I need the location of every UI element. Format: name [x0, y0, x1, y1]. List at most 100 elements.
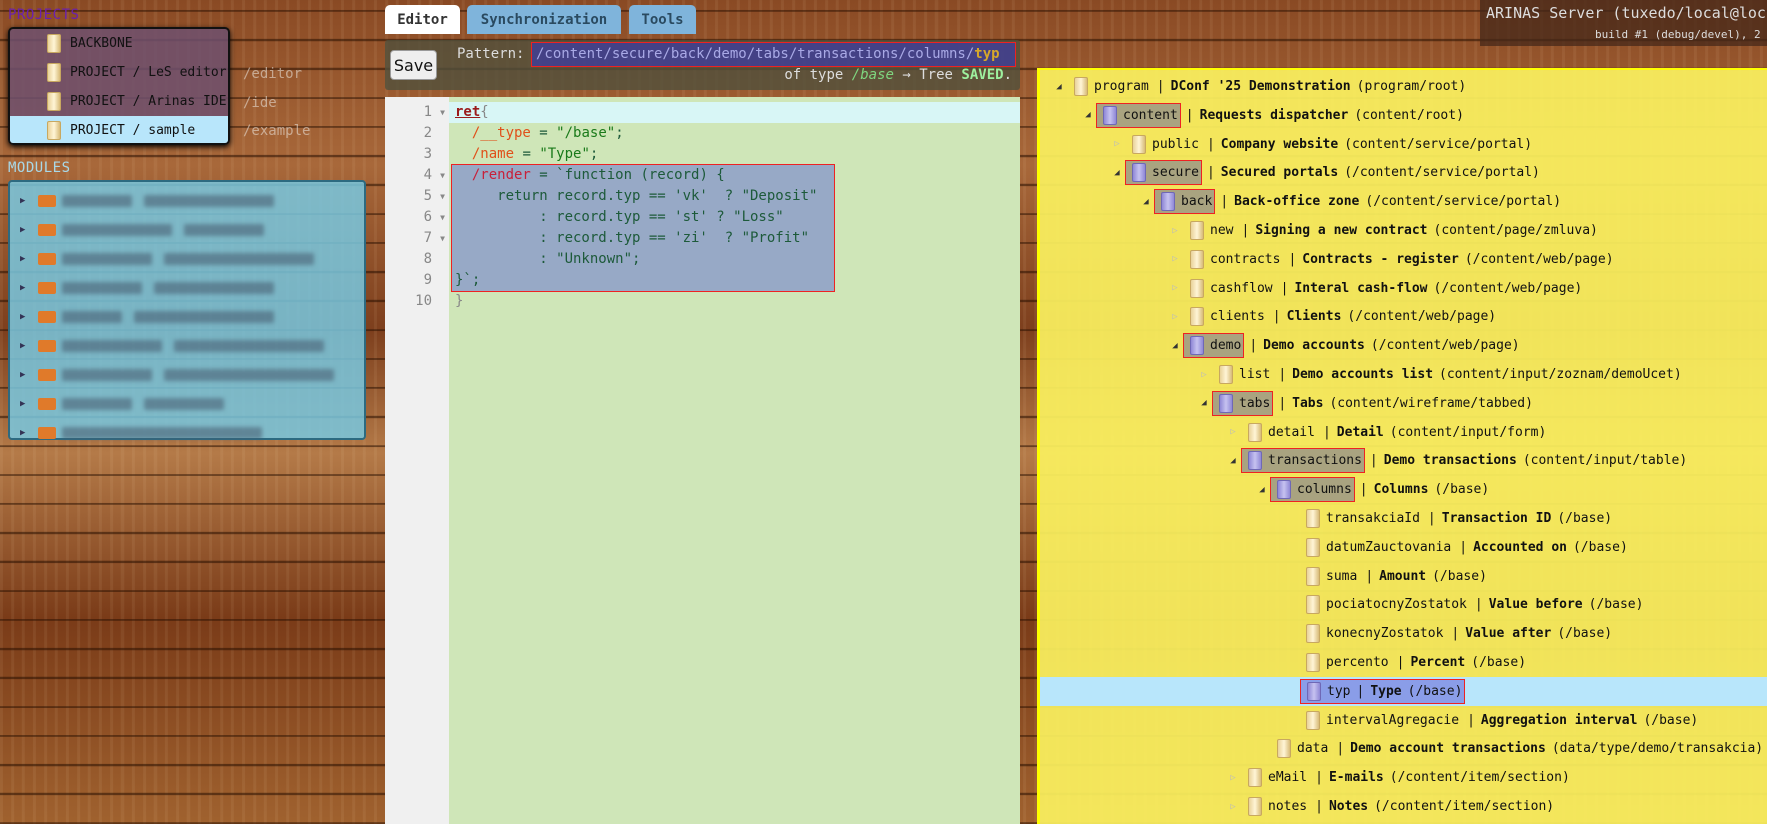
expand-icon[interactable]: ▶: [20, 282, 26, 293]
fold-arrow-icon[interactable]: ▼: [440, 108, 445, 117]
fold-arrow-icon[interactable]: ▼: [440, 171, 445, 180]
tree-node-label[interactable]: konecnyZostatok: [1300, 622, 1445, 645]
tree-node-label[interactable]: content: [1096, 102, 1181, 128]
collapse-toggle-icon[interactable]: ◢: [1172, 340, 1178, 351]
fold-arrow-icon[interactable]: ▼: [440, 192, 445, 201]
save-button[interactable]: Save: [390, 50, 437, 80]
tree-node-eMail[interactable]: ▷ eMail | E-mails (/content/item/section): [1040, 763, 1767, 792]
tree-node-label[interactable]: secure: [1125, 160, 1202, 186]
module-item[interactable]: ▶: [10, 331, 364, 360]
expand-icon[interactable]: ▶: [20, 398, 26, 409]
tree-node-secure[interactable]: ◢ secure | Secured portals (/content/service…: [1040, 158, 1767, 187]
code-editor[interactable]: 1 ▼ 2 3 4 ▼ 5 ▼ 6 ▼ 7 ▼ 8 9 10 ret{ /__type = "/base";…: [385, 97, 1020, 824]
collapse-toggle-icon[interactable]: ◢: [1056, 81, 1062, 92]
expand-toggle-icon[interactable]: ▷: [1172, 283, 1178, 294]
module-item[interactable]: ▶: [10, 244, 364, 273]
tab-editor[interactable]: Editor: [385, 5, 460, 34]
module-item[interactable]: ▶: [10, 302, 364, 331]
fold-arrow-icon[interactable]: ▼: [440, 213, 445, 222]
tree-node-label[interactable]: demo: [1183, 333, 1245, 359]
project-item[interactable]: BACKBONE: [10, 29, 228, 58]
expand-toggle-icon[interactable]: ▷: [1201, 369, 1207, 380]
tab-synchronization[interactable]: Synchronization: [467, 5, 621, 34]
module-item[interactable]: ▶: [10, 418, 364, 447]
tree-node-label[interactable]: eMail: [1242, 766, 1309, 789]
tree-node-content[interactable]: ◢ content | Requests dispatcher (content/roo…: [1040, 101, 1767, 130]
tree-node-suma[interactable]: suma | Amount (/base): [1040, 562, 1767, 591]
module-item[interactable]: ▶: [10, 186, 364, 215]
tree-node-transactions[interactable]: ◢ transactions | Demo transactions (content/…: [1040, 446, 1767, 475]
tree-node-label[interactable]: clients: [1184, 305, 1267, 328]
expand-icon[interactable]: ▶: [20, 311, 26, 322]
tree-node-datumZauctovania[interactable]: datumZauctovania | Accounted on (/base): [1040, 533, 1767, 562]
tree-node-notes[interactable]: ▷ notes | Notes (/content/item/section): [1040, 792, 1767, 821]
expand-toggle-icon[interactable]: ▷: [1230, 772, 1236, 783]
tree-node-label[interactable]: percento: [1300, 651, 1391, 674]
module-item[interactable]: ▶: [10, 389, 364, 418]
tree-node-label[interactable]: notes: [1242, 795, 1309, 818]
expand-icon[interactable]: ▶: [20, 427, 26, 438]
expand-icon[interactable]: ▶: [20, 195, 26, 206]
tree-node-label[interactable]: transactions: [1241, 448, 1365, 474]
collapse-toggle-icon[interactable]: ◢: [1230, 455, 1236, 466]
tree-node-cashflow[interactable]: ▷ cashflow | Interal cash-flow (/content/web…: [1040, 274, 1767, 303]
expand-toggle-icon[interactable]: ▷: [1114, 139, 1120, 150]
tree-node-label[interactable]: tabs: [1212, 390, 1274, 416]
module-item[interactable]: ▶: [10, 215, 364, 244]
tree-node-transakciaId[interactable]: transakciaId | Transaction ID (/base): [1040, 504, 1767, 533]
expand-icon[interactable]: ▶: [20, 224, 26, 235]
tree-node-label[interactable]: list: [1213, 363, 1272, 386]
expand-toggle-icon[interactable]: ▷: [1230, 801, 1236, 812]
tree-node-label[interactable]: datumZauctovania: [1300, 536, 1453, 559]
tree-node-label[interactable]: contracts: [1184, 248, 1282, 271]
tab-tools[interactable]: Tools: [629, 5, 696, 34]
collapse-toggle-icon[interactable]: ◢: [1201, 398, 1207, 409]
tree-node-label[interactable]: cashflow: [1184, 277, 1275, 300]
tree-node-label[interactable]: transakciaId: [1300, 507, 1422, 530]
collapse-toggle-icon[interactable]: ◢: [1259, 484, 1265, 495]
collapse-toggle-icon[interactable]: ◢: [1085, 110, 1091, 121]
tree-node-label[interactable]: back: [1154, 189, 1216, 215]
module-item[interactable]: ▶: [10, 360, 364, 389]
tree-node-program[interactable]: ◢ program | DConf '25 Demonstration (program…: [1040, 72, 1767, 101]
tree-node-detail[interactable]: ▷ detail | Detail (content/input/form): [1040, 418, 1767, 447]
tree-node-back[interactable]: ◢ back | Back-office zone (/content/service/…: [1040, 187, 1767, 216]
project-item[interactable]: PROJECT / LeS editor: [10, 58, 228, 87]
tree-node-typ[interactable]: typ | Type (/base): [1040, 676, 1767, 706]
tree-node-intervalAgregacie[interactable]: intervalAgregacie | Aggregation interval (/…: [1040, 706, 1767, 735]
project-item-selected[interactable]: PROJECT / sample: [10, 116, 228, 143]
tree-node-label[interactable]: new: [1184, 219, 1235, 242]
tree-node-data[interactable]: data | Demo account transactions (data/type…: [1040, 734, 1767, 763]
tree-node-pociatocnyZostatok[interactable]: pociatocnyZostatok | Value before (/base): [1040, 590, 1767, 619]
tree-node-label[interactable]: typ | Type (/base): [1300, 678, 1466, 704]
tree-node-label[interactable]: pociatocnyZostatok: [1300, 593, 1469, 616]
tree-node-new[interactable]: ▷ new | Signing a new contract (content/page…: [1040, 216, 1767, 245]
tree-node-konecnyZostatok[interactable]: konecnyZostatok | Value after (/base): [1040, 619, 1767, 648]
tree-node-contracts[interactable]: ▷ contracts | Contracts - register (/content…: [1040, 245, 1767, 274]
tree-node-label[interactable]: columns: [1270, 477, 1355, 503]
tree-node-label[interactable]: data: [1271, 737, 1330, 760]
pattern-input[interactable]: /content/secure/back/demo/tabs/transacti…: [531, 42, 1016, 67]
tree-node-demo[interactable]: ◢ demo | Demo accounts (/content/web/page): [1040, 331, 1767, 360]
tree-node-public[interactable]: ▷ public | Company website (content/service/…: [1040, 130, 1767, 159]
expand-icon[interactable]: ▶: [20, 340, 26, 351]
tree-node-label[interactable]: program: [1068, 75, 1151, 98]
tree-node-list[interactable]: ▷ list | Demo accounts list (content/input/z…: [1040, 360, 1767, 389]
tree-node-label[interactable]: detail: [1242, 421, 1317, 444]
fold-arrow-icon[interactable]: ▼: [440, 234, 445, 243]
expand-icon[interactable]: ▶: [20, 369, 26, 380]
expand-icon[interactable]: ▶: [20, 253, 26, 264]
project-item[interactable]: PROJECT / Arinas IDE: [10, 87, 228, 116]
tree-node-tabs[interactable]: ◢ tabs | Tabs (content/wireframe/tabbed): [1040, 389, 1767, 418]
tree-node-clients[interactable]: ▷ clients | Clients (/content/web/page): [1040, 302, 1767, 331]
expand-toggle-icon[interactable]: ▷: [1172, 311, 1178, 322]
tree-node-percento[interactable]: percento | Percent (/base): [1040, 648, 1767, 677]
collapse-toggle-icon[interactable]: ◢: [1114, 167, 1120, 178]
collapse-toggle-icon[interactable]: ◢: [1143, 196, 1149, 207]
expand-toggle-icon[interactable]: ▷: [1172, 225, 1178, 236]
tree-node-label[interactable]: intervalAgregacie: [1300, 709, 1461, 732]
tree-node-columns[interactable]: ◢ columns | Columns (/base): [1040, 475, 1767, 504]
expand-toggle-icon[interactable]: ▷: [1172, 254, 1178, 265]
tree-node-label[interactable]: public: [1126, 133, 1201, 156]
expand-toggle-icon[interactable]: ▷: [1230, 427, 1236, 438]
